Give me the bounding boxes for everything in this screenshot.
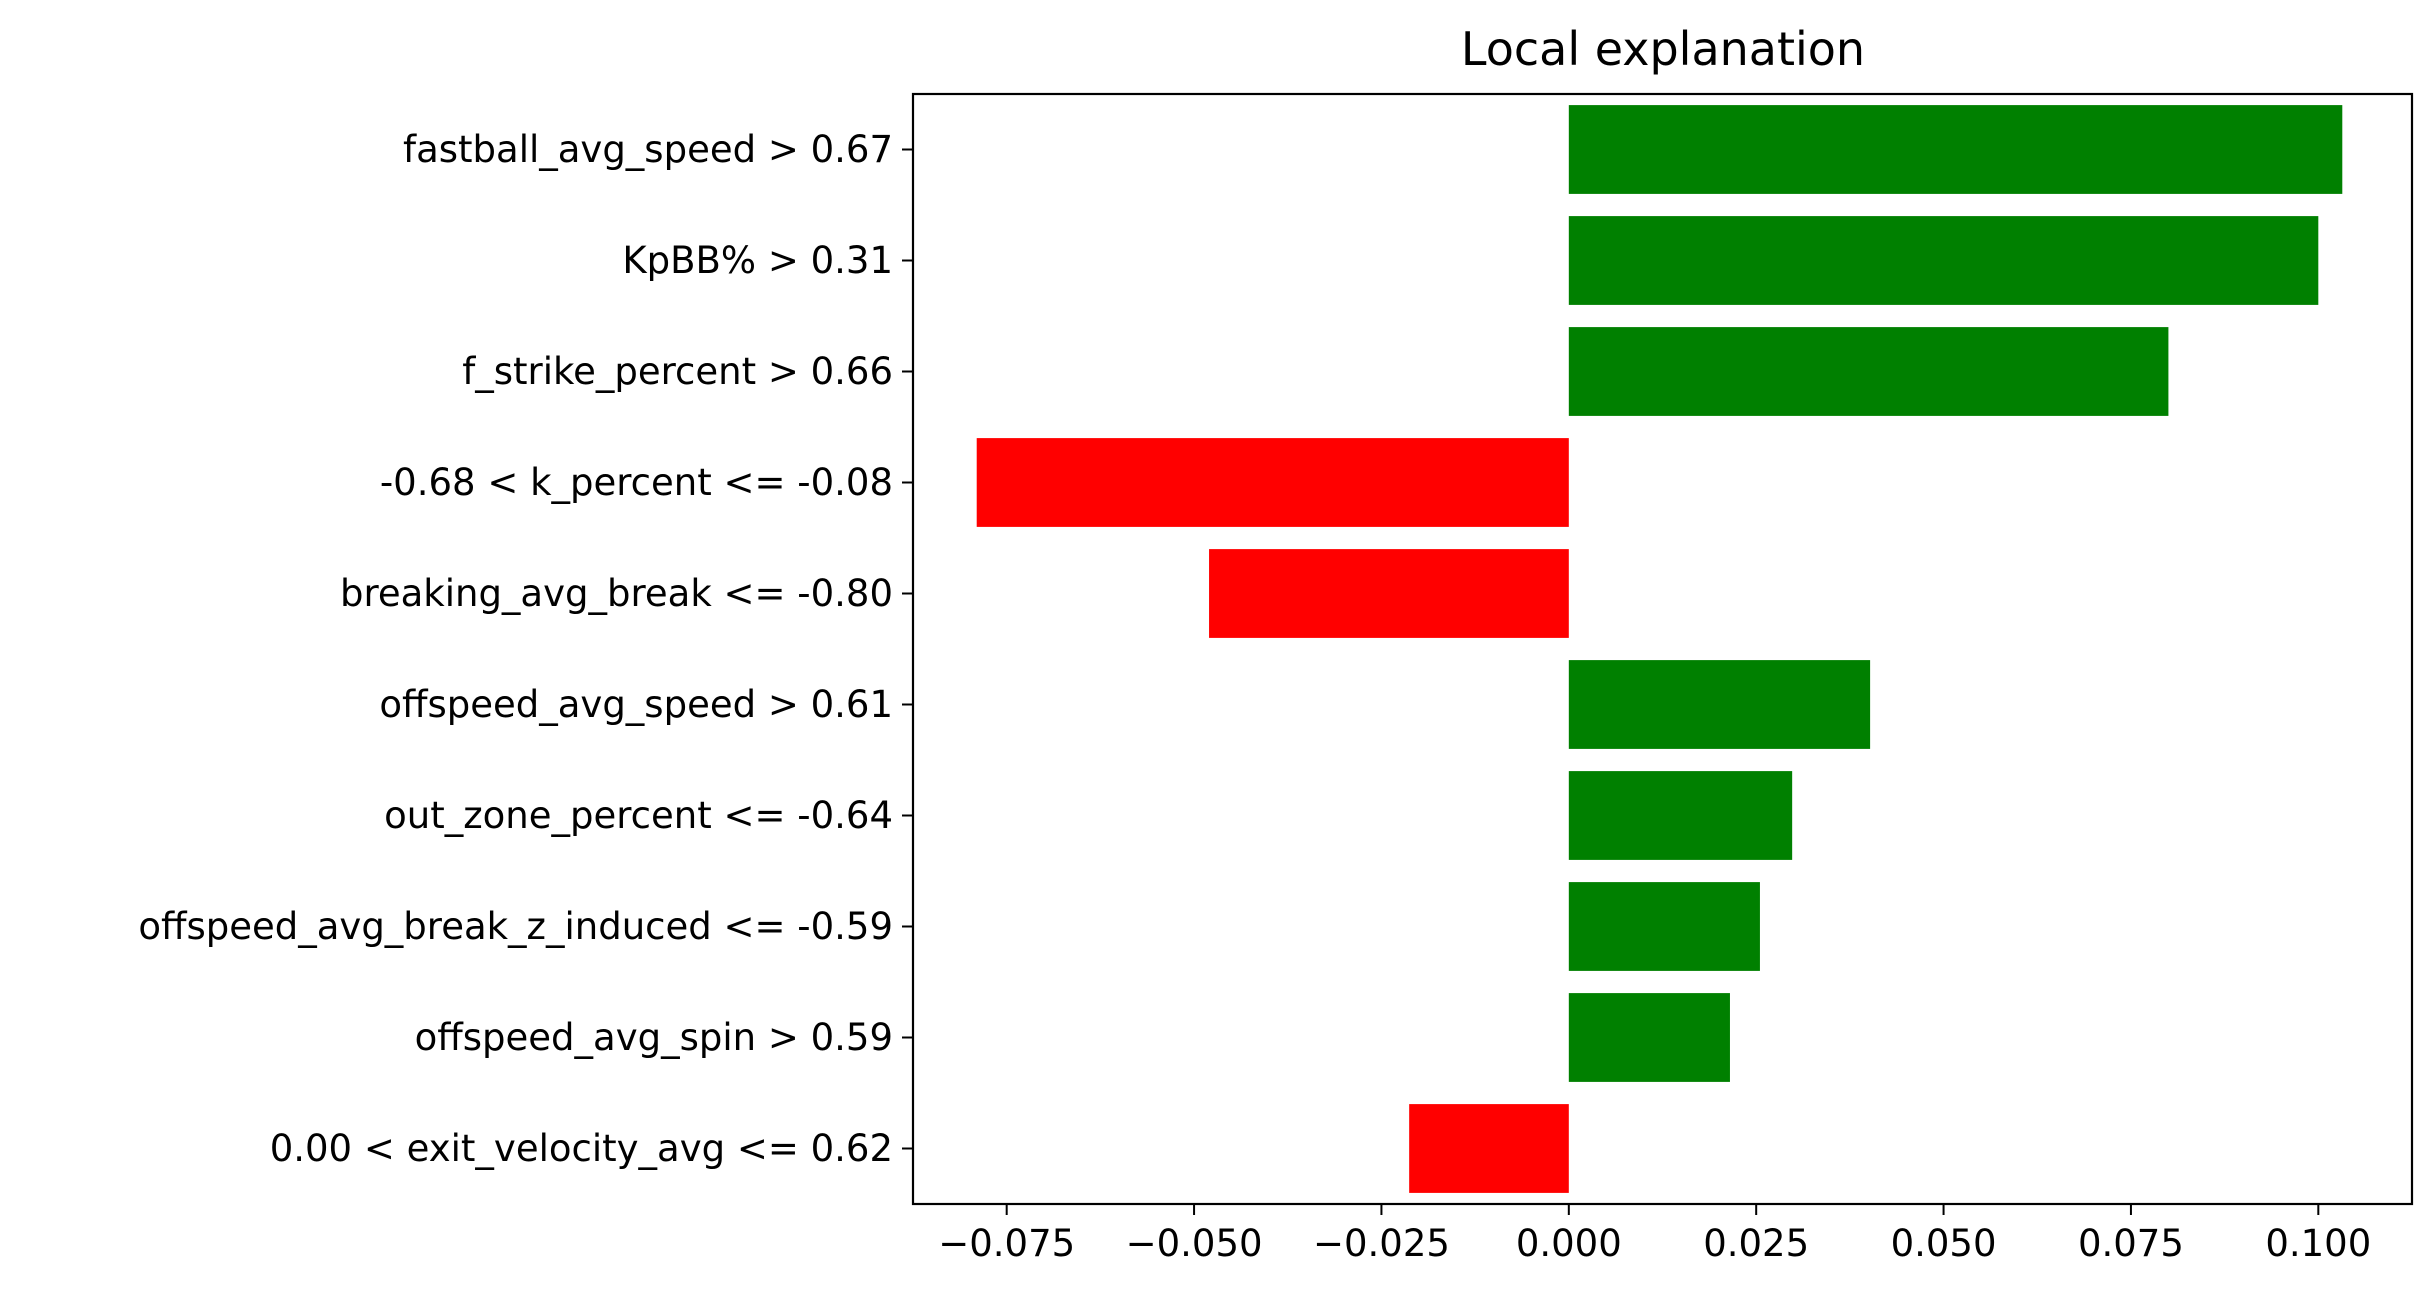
x-tick-label: −0.075 [938, 1222, 1075, 1265]
chart-title: Local explanation [1461, 22, 1865, 76]
bar-5 [1568, 660, 1871, 749]
bar-3 [976, 438, 1569, 527]
y-tick-label: f_strike_percent > 0.66 [462, 350, 893, 393]
x-tick-label: 0.025 [1703, 1222, 1809, 1265]
y-tick-label: fastball_avg_speed > 0.67 [403, 128, 893, 171]
x-tick-label: 0.100 [2265, 1222, 2371, 1265]
x-tick-label: −0.050 [1126, 1222, 1263, 1265]
y-tick-label: out_zone_percent <= -0.64 [384, 794, 893, 837]
y-axis-ticks: fastball_avg_speed > 0.67 KpBB% > 0.31 f_s… [138, 128, 913, 1170]
bar-1 [1568, 216, 2319, 305]
y-tick-label: offspeed_avg_break_z_induced <= -0.59 [138, 905, 893, 948]
plot-frame [911, 92, 2414, 1206]
bar-4 [1209, 549, 1569, 638]
bar-9 [1409, 1104, 1569, 1193]
y-tick-label: KpBB% > 0.31 [622, 239, 893, 282]
bar-7 [1568, 882, 1760, 971]
y-tick-label: -0.68 < k_percent <= -0.08 [380, 461, 893, 504]
x-tick-label: 0.000 [1516, 1222, 1622, 1265]
y-tick-label: breaking_avg_break <= -0.80 [340, 572, 893, 615]
x-tick-label: −0.025 [1313, 1222, 1450, 1265]
x-axis-ticks: −0.075 −0.050 −0.025 0.000 0.025 0.050 0.075 0.… [938, 1204, 2371, 1265]
x-tick-label: 0.050 [1891, 1222, 1997, 1265]
bar-6 [1568, 771, 1793, 860]
y-tick-label: 0.00 < exit_velocity_avg <= 0.62 [270, 1127, 893, 1170]
bar-0 [1568, 105, 2343, 194]
bar-2 [1568, 327, 2169, 416]
bar-8 [1568, 993, 1730, 1082]
bars-group [976, 105, 2343, 1193]
y-tick-label: offspeed_avg_speed > 0.61 [379, 683, 893, 726]
x-tick-label: 0.075 [2078, 1222, 2184, 1265]
y-tick-label: offspeed_avg_spin > 0.59 [415, 1016, 893, 1059]
